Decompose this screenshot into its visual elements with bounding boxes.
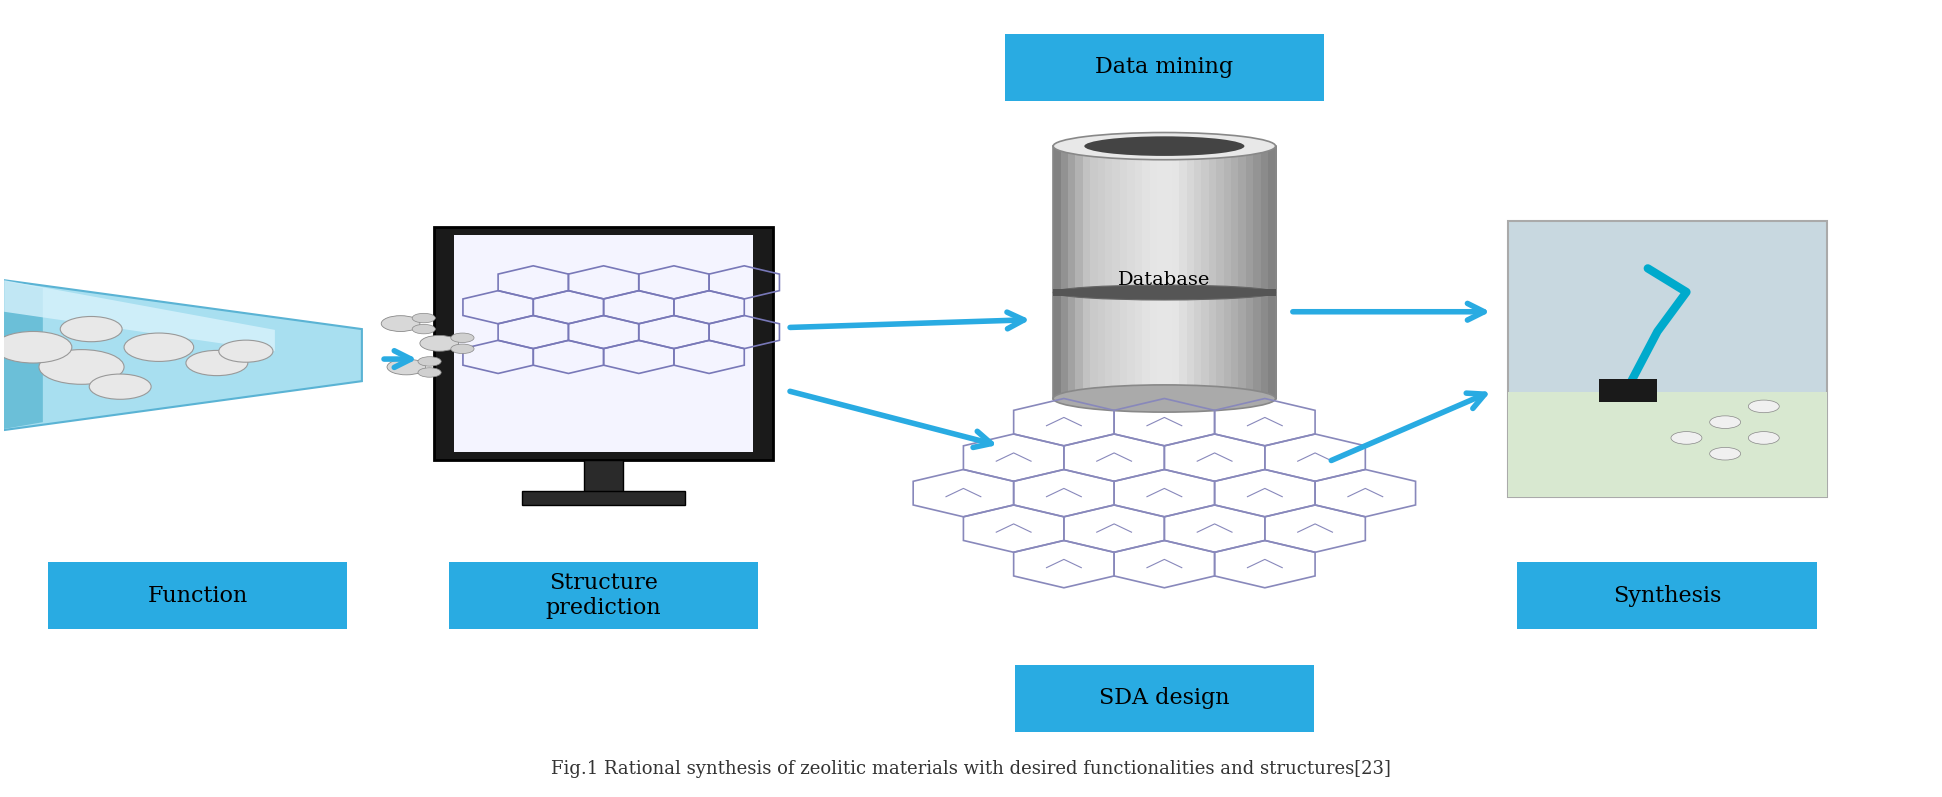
Circle shape [0, 332, 72, 363]
Polygon shape [1171, 146, 1181, 398]
Circle shape [1670, 432, 1701, 444]
Polygon shape [1105, 146, 1115, 398]
Polygon shape [1134, 146, 1144, 398]
Text: Structure
prediction: Structure prediction [546, 572, 662, 619]
Circle shape [124, 333, 194, 361]
Polygon shape [1202, 146, 1210, 398]
Polygon shape [1208, 146, 1218, 398]
Text: Synthesis: Synthesis [1614, 585, 1721, 607]
Polygon shape [1142, 146, 1152, 398]
Polygon shape [1150, 146, 1159, 398]
FancyBboxPatch shape [1004, 33, 1324, 100]
Text: SDA design: SDA design [1099, 687, 1229, 709]
Circle shape [39, 350, 124, 384]
Circle shape [1709, 416, 1740, 429]
Ellipse shape [1053, 132, 1276, 159]
Polygon shape [1126, 146, 1136, 398]
Polygon shape [1121, 146, 1128, 398]
Polygon shape [1084, 146, 1091, 398]
Text: Function: Function [148, 585, 249, 607]
Text: Database: Database [1119, 271, 1210, 289]
Circle shape [412, 324, 435, 334]
Ellipse shape [1053, 385, 1276, 412]
Polygon shape [1179, 146, 1189, 398]
FancyBboxPatch shape [1517, 562, 1818, 629]
Circle shape [1748, 400, 1779, 413]
Polygon shape [1053, 289, 1276, 296]
Circle shape [89, 374, 151, 399]
FancyBboxPatch shape [1507, 392, 1827, 497]
Polygon shape [1216, 146, 1225, 398]
Polygon shape [1260, 146, 1270, 398]
Circle shape [186, 351, 249, 375]
Bar [1600, 379, 1657, 402]
Polygon shape [0, 277, 43, 434]
FancyBboxPatch shape [435, 227, 773, 460]
Polygon shape [1068, 146, 1078, 398]
Circle shape [451, 333, 474, 343]
Text: Fig.1 Rational synthesis of zeolitic materials with desired functionalities and : Fig.1 Rational synthesis of zeolitic mat… [552, 760, 1390, 778]
Polygon shape [1053, 146, 1062, 398]
Ellipse shape [1084, 136, 1245, 156]
FancyBboxPatch shape [585, 460, 623, 495]
FancyBboxPatch shape [1507, 221, 1827, 497]
Ellipse shape [1053, 285, 1276, 300]
Polygon shape [0, 277, 361, 434]
Circle shape [412, 313, 435, 323]
Circle shape [1748, 432, 1779, 444]
FancyBboxPatch shape [522, 491, 686, 505]
Circle shape [451, 344, 474, 354]
Circle shape [418, 367, 441, 377]
Polygon shape [1223, 146, 1233, 398]
Circle shape [1709, 447, 1740, 460]
Polygon shape [1097, 146, 1107, 398]
Text: Data mining: Data mining [1095, 57, 1233, 78]
Circle shape [418, 357, 441, 366]
Polygon shape [1194, 146, 1204, 398]
Polygon shape [1089, 146, 1099, 398]
FancyBboxPatch shape [449, 562, 757, 629]
FancyBboxPatch shape [454, 235, 753, 452]
Polygon shape [1187, 146, 1196, 398]
Circle shape [60, 316, 122, 342]
Polygon shape [1239, 146, 1249, 398]
Polygon shape [1268, 146, 1278, 398]
Polygon shape [1253, 146, 1262, 398]
Circle shape [219, 340, 274, 362]
Polygon shape [1113, 146, 1122, 398]
FancyBboxPatch shape [49, 562, 348, 629]
Circle shape [386, 359, 425, 375]
Polygon shape [1231, 146, 1241, 398]
Circle shape [419, 336, 458, 351]
FancyBboxPatch shape [1014, 665, 1315, 732]
Circle shape [381, 316, 419, 332]
Polygon shape [1165, 146, 1173, 398]
Polygon shape [1060, 146, 1070, 398]
Polygon shape [1157, 146, 1167, 398]
Polygon shape [4, 281, 276, 351]
Polygon shape [1247, 146, 1255, 398]
Polygon shape [1076, 146, 1086, 398]
